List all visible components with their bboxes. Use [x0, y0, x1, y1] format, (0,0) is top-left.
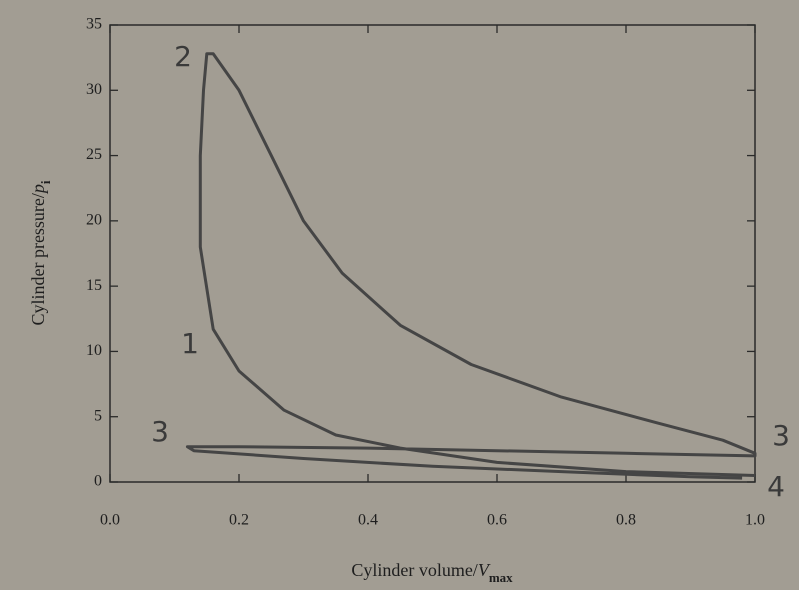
x-tick-label: 1.0	[745, 512, 765, 529]
x-axis-label-part: max	[489, 570, 513, 585]
y-axis-label: Cylinder pressure/pi	[28, 180, 53, 325]
x-tick-label: 0.2	[229, 512, 249, 529]
y-axis-label-part: i	[38, 180, 53, 184]
y-tick-label: 0	[94, 473, 102, 490]
x-tick-label: 0.6	[487, 512, 507, 529]
y-axis-label-part: p	[28, 184, 48, 195]
annotation: 3	[772, 419, 790, 452]
x-tick-label: 0.4	[358, 512, 378, 529]
y-tick-label: 20	[86, 212, 102, 229]
y-tick-label: 35	[86, 16, 102, 33]
y-tick-label: 25	[86, 146, 102, 163]
x-tick-label: 0.0	[100, 512, 120, 529]
x-axis-label-part: Cylinder volume/	[351, 560, 477, 580]
annotation: 4	[767, 470, 785, 503]
cycle-line	[185, 52, 757, 480]
y-tick-label: 30	[86, 81, 102, 98]
y-axis-label-part: Cylinder pressure/	[28, 193, 48, 325]
y-tick-label: 15	[86, 277, 102, 294]
annotation: 1	[181, 327, 199, 360]
annotation: 3	[151, 415, 169, 448]
y-tick-label: 5	[94, 407, 102, 424]
x-axis-label-part: V	[478, 560, 491, 580]
plot-frame	[109, 24, 756, 483]
y-tick-label: 10	[86, 342, 102, 359]
x-axis-label: Cylinder volume/Vmax	[351, 560, 513, 585]
annotation: 2	[174, 40, 192, 73]
x-tick-label: 0.8	[616, 512, 636, 529]
